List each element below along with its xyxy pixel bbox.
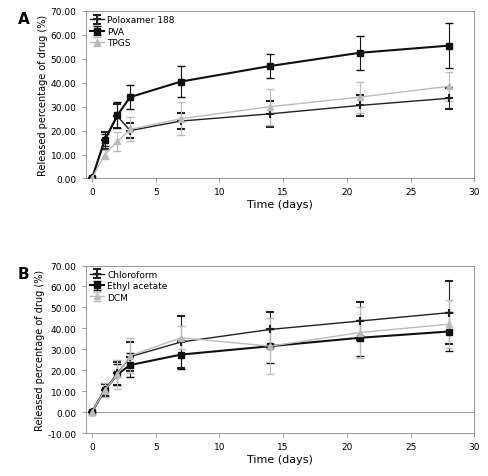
Legend: Poloxamer 188, PVA, TPGS: Poloxamer 188, PVA, TPGS: [88, 15, 176, 50]
Text: A: A: [18, 12, 29, 27]
X-axis label: Time (days): Time (days): [246, 200, 312, 210]
Y-axis label: Released percentage of drug (%): Released percentage of drug (%): [38, 15, 48, 176]
Y-axis label: Released percentage of drug (%): Released percentage of drug (%): [35, 269, 44, 430]
Text: B: B: [18, 266, 29, 281]
X-axis label: Time (days): Time (days): [246, 454, 312, 464]
Legend: Chloroform, Ethyl acetate, DCM: Chloroform, Ethyl acetate, DCM: [88, 268, 169, 304]
